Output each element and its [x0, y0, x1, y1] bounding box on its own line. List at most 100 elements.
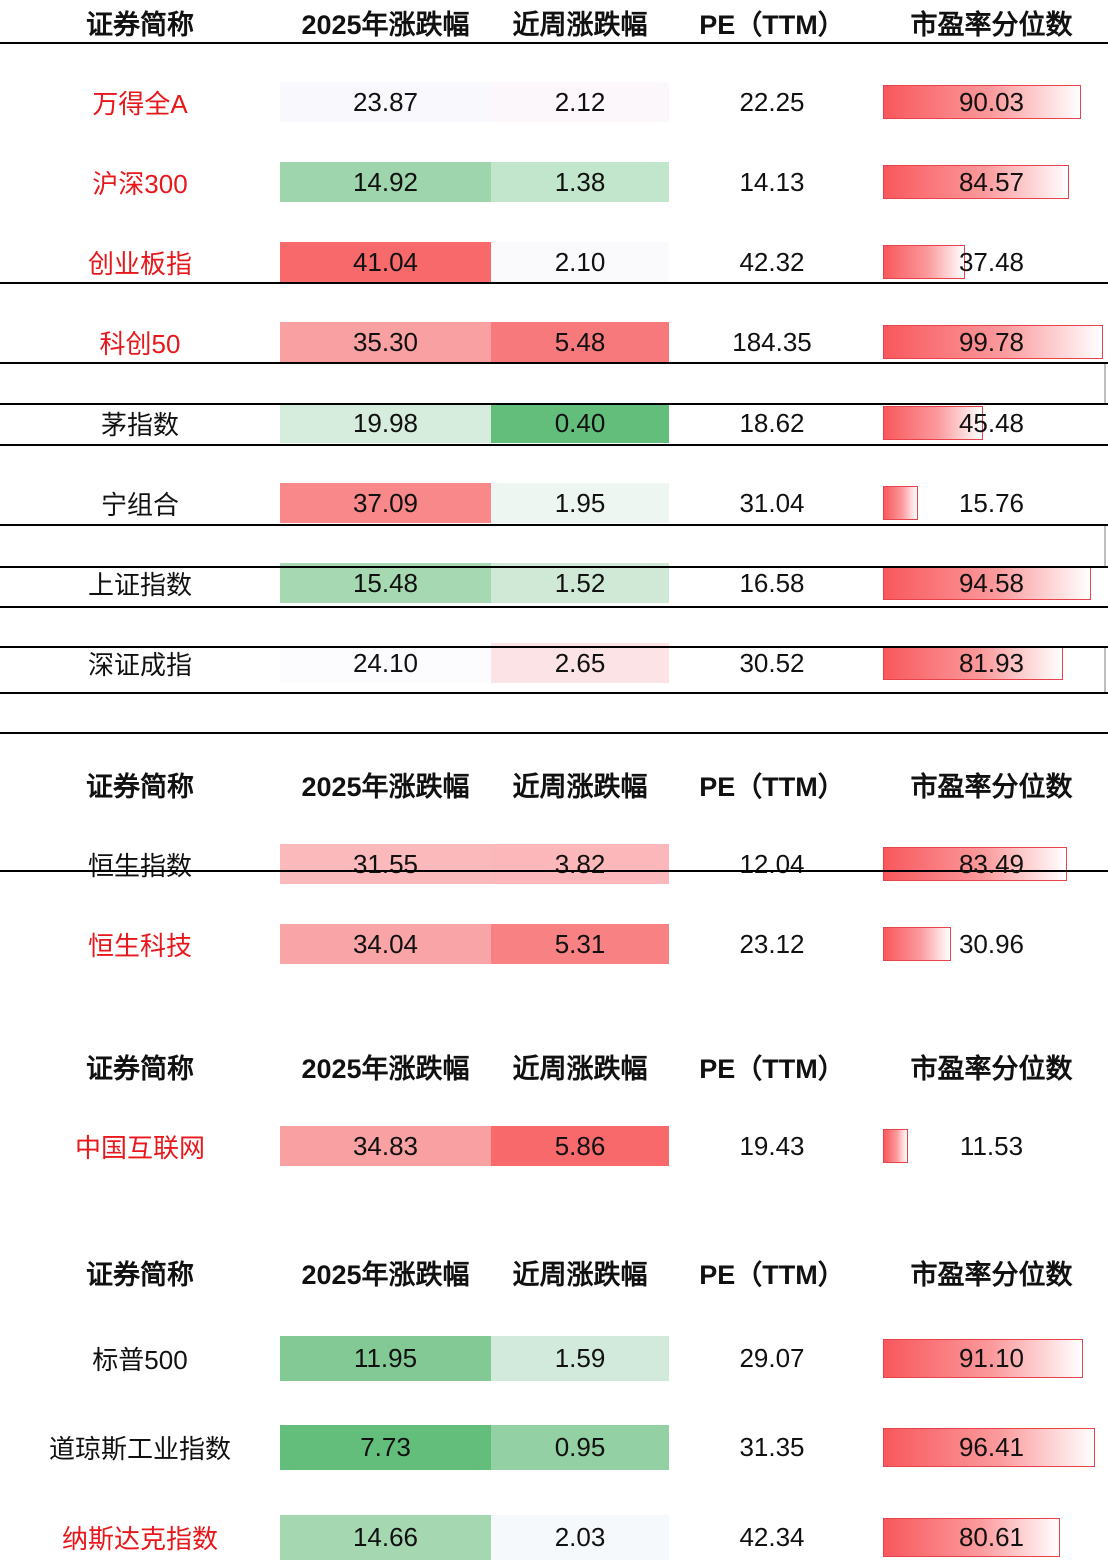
header-name: 证券简称 — [86, 771, 194, 802]
header-name: 证券简称 — [86, 1259, 194, 1290]
pe-percentile: 30.96 — [875, 924, 1108, 964]
percentile-data-bar — [883, 566, 1092, 600]
security-name: 道琼斯工业指数 — [48, 1434, 231, 1464]
security-name: 创业板指 — [87, 248, 192, 279]
table-header-row: 证券简称 2025年涨跌幅 近周涨跌幅 PE（TTM） 市盈率分位数 — [0, 2, 1108, 42]
header-ytd-change: 2025年涨跌幅 — [301, 1053, 470, 1084]
table-row: 深证成指 24.10 2.65 30.52 81.93 — [0, 643, 1108, 683]
security-name: 茅指数 — [100, 409, 179, 440]
header-pe-ttm: PE（TTM） — [699, 1259, 845, 1290]
week-change: 1.95 — [491, 483, 669, 523]
percentile-value: 30.96 — [958, 928, 1025, 959]
table-row: 宁组合 37.09 1.95 31.04 15.76 — [0, 483, 1108, 523]
pe-ttm: 31.04 — [739, 487, 805, 518]
percentile-value: 45.48 — [958, 407, 1025, 438]
group-spacer — [0, 364, 1106, 403]
table-row: 恒生科技 34.04 5.31 23.12 30.96 — [0, 924, 1108, 964]
percentile-data-bar — [883, 927, 952, 961]
percentile-data-bar — [883, 486, 918, 520]
group-bottom-line — [0, 362, 1108, 364]
pe-ttm: 16.58 — [739, 567, 805, 598]
spacer-bottom-line — [0, 692, 1108, 694]
pe-ttm: 22.25 — [739, 86, 805, 117]
header-pe-percentile: 市盈率分位数 — [910, 1053, 1073, 1084]
ytd-change: 19.98 — [280, 403, 491, 443]
ytd-change: 15.48 — [280, 563, 491, 603]
percentile-value: 37.48 — [958, 246, 1025, 277]
percentile-value: 84.57 — [958, 166, 1025, 197]
percentile-value: 81.93 — [958, 647, 1025, 678]
ytd-change: 7.73 — [280, 1425, 491, 1470]
week-change: 1.52 — [491, 563, 669, 603]
pe-ttm: 31.35 — [739, 1432, 805, 1462]
group-spacer — [0, 526, 1106, 566]
percentile-value: 15.76 — [958, 487, 1025, 518]
header-week-change: 近周涨跌幅 — [512, 9, 648, 40]
table-row: 科创50 35.30 5.48 184.35 99.78 — [0, 322, 1108, 362]
table-row: 标普500 11.95 1.59 29.07 91.10 — [0, 1336, 1108, 1381]
pe-ttm: 18.62 — [739, 407, 805, 438]
percentile-value: 80.61 — [958, 1522, 1025, 1552]
pe-percentile: 15.76 — [875, 483, 1108, 523]
table-row: 创业板指 41.04 2.10 42.32 37.48 — [0, 242, 1108, 282]
pe-ttm: 19.43 — [739, 1130, 805, 1161]
percentile-data-bar — [883, 245, 966, 279]
percentile-data-bar — [883, 406, 984, 440]
header-pe-ttm: PE（TTM） — [699, 9, 845, 40]
security-name: 标普500 — [92, 1345, 188, 1375]
week-change: 3.82 — [491, 844, 669, 884]
pe-ttm: 14.13 — [739, 166, 805, 197]
table-row: 道琼斯工业指数 7.73 0.95 31.35 96.41 — [0, 1425, 1108, 1470]
spacer-bottom-line — [0, 403, 1108, 405]
security-name: 深证成指 — [87, 649, 192, 680]
header-ytd-change: 2025年涨跌幅 — [301, 1259, 470, 1290]
header-ytd-change: 2025年涨跌幅 — [301, 9, 470, 40]
week-change: 0.95 — [491, 1425, 669, 1470]
pe-percentile: 84.57 — [875, 162, 1108, 202]
pe-ttm: 29.07 — [739, 1343, 805, 1373]
header-name: 证券简称 — [86, 9, 194, 40]
table-header-row: 证券简称 2025年涨跌幅 近周涨跌幅 PE（TTM） 市盈率分位数 — [0, 1252, 1108, 1292]
ytd-change: 34.83 — [280, 1126, 491, 1166]
week-change: 1.38 — [491, 162, 669, 202]
header-pe-ttm: PE（TTM） — [699, 771, 845, 802]
security-name: 科创50 — [99, 328, 181, 359]
week-change: 2.65 — [491, 643, 669, 683]
group-bottom-line — [0, 870, 1108, 872]
week-change: 2.10 — [491, 242, 669, 282]
week-change: 5.48 — [491, 322, 669, 362]
header-name: 证券简称 — [86, 1053, 194, 1084]
pe-percentile: 11.53 — [875, 1126, 1108, 1166]
header-divider — [0, 606, 1108, 608]
pe-ttm: 42.34 — [739, 1522, 805, 1552]
table-row: 上证指数 15.48 1.52 16.58 94.58 — [0, 563, 1108, 603]
security-name: 沪深300 — [92, 168, 188, 199]
ytd-change: 14.66 — [280, 1515, 491, 1560]
ytd-change: 35.30 — [280, 322, 491, 362]
table-row: 中国互联网 34.83 5.86 19.43 11.53 — [0, 1126, 1108, 1166]
week-change: 2.03 — [491, 1515, 669, 1560]
header-week-change: 近周涨跌幅 — [512, 771, 648, 802]
week-change: 5.31 — [491, 924, 669, 964]
pe-percentile: 94.58 — [875, 563, 1108, 603]
week-change: 0.40 — [491, 403, 669, 443]
table-row: 茅指数 19.98 0.40 18.62 45.48 — [0, 403, 1108, 443]
pe-ttm: 23.12 — [739, 928, 805, 959]
week-change: 1.59 — [491, 1336, 669, 1381]
table-header-row: 证券简称 2025年涨跌幅 近周涨跌幅 PE（TTM） 市盈率分位数 — [0, 1046, 1108, 1086]
security-name: 上证指数 — [87, 569, 192, 600]
percentile-data-bar — [883, 1129, 909, 1163]
pe-percentile: 81.93 — [875, 643, 1108, 683]
week-change: 5.86 — [491, 1126, 669, 1166]
group-bottom-line — [0, 646, 1108, 648]
security-name: 中国互联网 — [74, 1132, 205, 1163]
pe-percentile: 83.49 — [875, 844, 1108, 884]
percentile-value: 91.10 — [958, 1343, 1025, 1373]
pe-percentile: 37.48 — [875, 242, 1108, 282]
pe-ttm: 42.32 — [739, 246, 805, 277]
table-row: 万得全A 23.87 2.12 22.25 90.03 — [0, 82, 1108, 122]
pe-ttm: 184.35 — [732, 326, 812, 357]
percentile-value: 90.03 — [958, 86, 1025, 117]
percentile-data-bar — [883, 85, 1082, 119]
